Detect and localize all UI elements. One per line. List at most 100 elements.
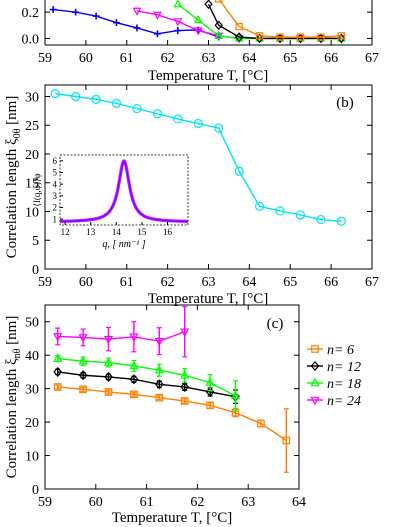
legend-label: n= 24	[327, 394, 361, 409]
panel-a-series-1-point	[193, 27, 203, 36]
panel-c-ylabel-sub: nθ	[12, 348, 23, 358]
panel-c-series-1-point	[154, 379, 164, 390]
panel-a-series-4-point	[255, 32, 264, 40]
panel-b-series-0-point	[214, 123, 224, 133]
panel-b-xtick-label: 61	[120, 275, 134, 290]
panel-b-series-0-point	[91, 94, 101, 104]
panel-c-xtick-label: 63	[241, 495, 255, 510]
panel-b-series-0-point	[275, 206, 285, 216]
panel-b-series-0-line	[55, 92, 342, 222]
panel-c-series-2-point	[230, 390, 241, 400]
panel-c-xtick-label: 59	[38, 495, 52, 510]
panel-a-series-4-point	[337, 32, 346, 40]
panel-c-series-1-point	[78, 370, 88, 381]
panel-c-series-2-point	[103, 357, 114, 366]
inset-marks	[60, 159, 188, 223]
panel-c-xtick-label: 64	[292, 495, 306, 510]
panel-c-series-2-point	[154, 365, 164, 374]
panel-a-xticks: 59 60 61 62 63 64 65 66 67	[38, 40, 379, 66]
panel-b-ytick-label: 30	[25, 90, 39, 105]
panel-c-series-0-point	[104, 388, 113, 396]
panel-b-series-0-point	[173, 114, 183, 124]
panel-b-xtick-label: 65	[283, 275, 297, 290]
panel-a-series-3-line	[207, 3, 342, 40]
inset-xlabel: q, [ nm⁻¹ ]	[102, 239, 145, 250]
panel-c-series-2-point	[205, 377, 215, 386]
panel-a-series-2-point	[173, 0, 183, 8]
panel-b-xtick-label: 62	[161, 275, 175, 290]
legend-swatch-marker	[310, 396, 320, 406]
panel-a-xtick-label: 66	[324, 51, 338, 66]
panel-c-legend: n= 6 n= 12 n= 18 n= 24	[307, 343, 361, 409]
panel-c-ytick-label: 10	[25, 449, 39, 464]
panel-b-xtick-label: 60	[79, 275, 93, 290]
panel-a-series-1-point	[173, 18, 183, 27]
legend-swatch-marker	[310, 377, 320, 387]
panel-b-series-0-point	[336, 216, 346, 226]
panel-c-ylabel: Correlation length ξnθ [nm]	[4, 316, 23, 479]
panel-c-xtick-label: 62	[190, 495, 204, 510]
inset-ytick-label: 4	[53, 179, 58, 189]
panel-a-xtick-label: 64	[242, 51, 256, 66]
panel-a-series-4-point	[317, 33, 325, 41]
panel-a: 59 60 61 62 63 64 65 66 67 0.0 0.2 Temperature T,…	[22, 0, 379, 84]
panel-a-xtick-label: 67	[365, 51, 379, 66]
panel-c-series-0-point	[257, 419, 265, 428]
panel-c-series-1-line	[57, 371, 236, 398]
inset-xtick-label: 14	[112, 227, 122, 237]
panel-c-series-1-point	[104, 371, 113, 382]
inset-ytick-label: 2	[53, 203, 58, 213]
panel-c-ytick-label: 50	[25, 316, 39, 331]
inset-ytick-label: 6	[53, 156, 58, 166]
panel-b-ytick-label: 5	[32, 234, 39, 249]
panel-c-series-1-point	[129, 374, 139, 385]
panel-c-series-2-line	[57, 357, 236, 397]
panel-a-yticks: 0.0 0.2	[22, 6, 372, 47]
inset-xtick-label: 12	[61, 227, 70, 237]
panel-c-series-3-point	[78, 334, 88, 343]
panel-a-series-0-point	[72, 8, 80, 16]
panel-c-series-2-point	[180, 370, 190, 379]
panel-b-ytick-label: 10	[25, 205, 39, 220]
legend-label: n= 12	[327, 360, 361, 375]
panel-a-xtick-label: 59	[38, 51, 52, 66]
panel-c-series-0-point	[130, 390, 138, 399]
panel-a-series-0-point	[113, 19, 120, 27]
panel-a-series-1-point	[152, 11, 162, 20]
inset-xticks: 12 13 14 15 16	[61, 222, 173, 237]
panel-c-series-2-point	[78, 355, 88, 365]
panel-c-series-1-point	[180, 381, 190, 393]
panel-b-series-0-point	[316, 214, 326, 225]
panel-a-xtick-label: 62	[161, 51, 175, 66]
panel-a-series-0-point	[174, 27, 182, 34]
panel-b-series-0-point	[254, 201, 265, 211]
inset-fit-curve	[60, 161, 188, 223]
legend-swatch-marker	[310, 360, 320, 372]
panel-c-series-0-point	[282, 436, 291, 445]
panel-a-xtick-label: 65	[283, 51, 297, 66]
panel-c-ylabel-unit: [nm]	[4, 316, 20, 349]
panel-a-series-0-point	[133, 24, 141, 32]
panel-b-ytick-label: 20	[25, 148, 39, 163]
panel-a-series-4-point	[296, 33, 305, 41]
panel-c-series-0-point	[53, 383, 62, 391]
inset-ytick-label: 5	[53, 168, 58, 178]
panel-b-series-0-point	[234, 166, 244, 176]
panel-c-series-0-point	[206, 401, 214, 410]
panel-b-series-0-point	[71, 91, 81, 102]
panel-a-series-1-point	[132, 7, 142, 16]
panel-b-ylabel: Correlation length ξ0θ [nm]	[4, 96, 23, 259]
panel-a-series-4-point	[276, 33, 284, 41]
inset-ytick-label: 3	[53, 191, 58, 201]
panel-c-frame	[44, 304, 300, 490]
panel-c-xtick-label: 61	[140, 495, 154, 510]
panel-a-xtick-label: 60	[79, 51, 93, 66]
panel-b-xtick-label: 59	[38, 275, 52, 290]
panel-a-series-0-point	[49, 6, 57, 13]
panel-c-series-3-point	[129, 333, 139, 343]
inset-xtick-label: 16	[163, 227, 173, 237]
panel-c-series-3-point	[180, 328, 190, 337]
